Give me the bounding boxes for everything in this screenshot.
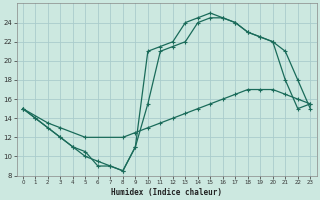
X-axis label: Humidex (Indice chaleur): Humidex (Indice chaleur) <box>111 188 222 197</box>
